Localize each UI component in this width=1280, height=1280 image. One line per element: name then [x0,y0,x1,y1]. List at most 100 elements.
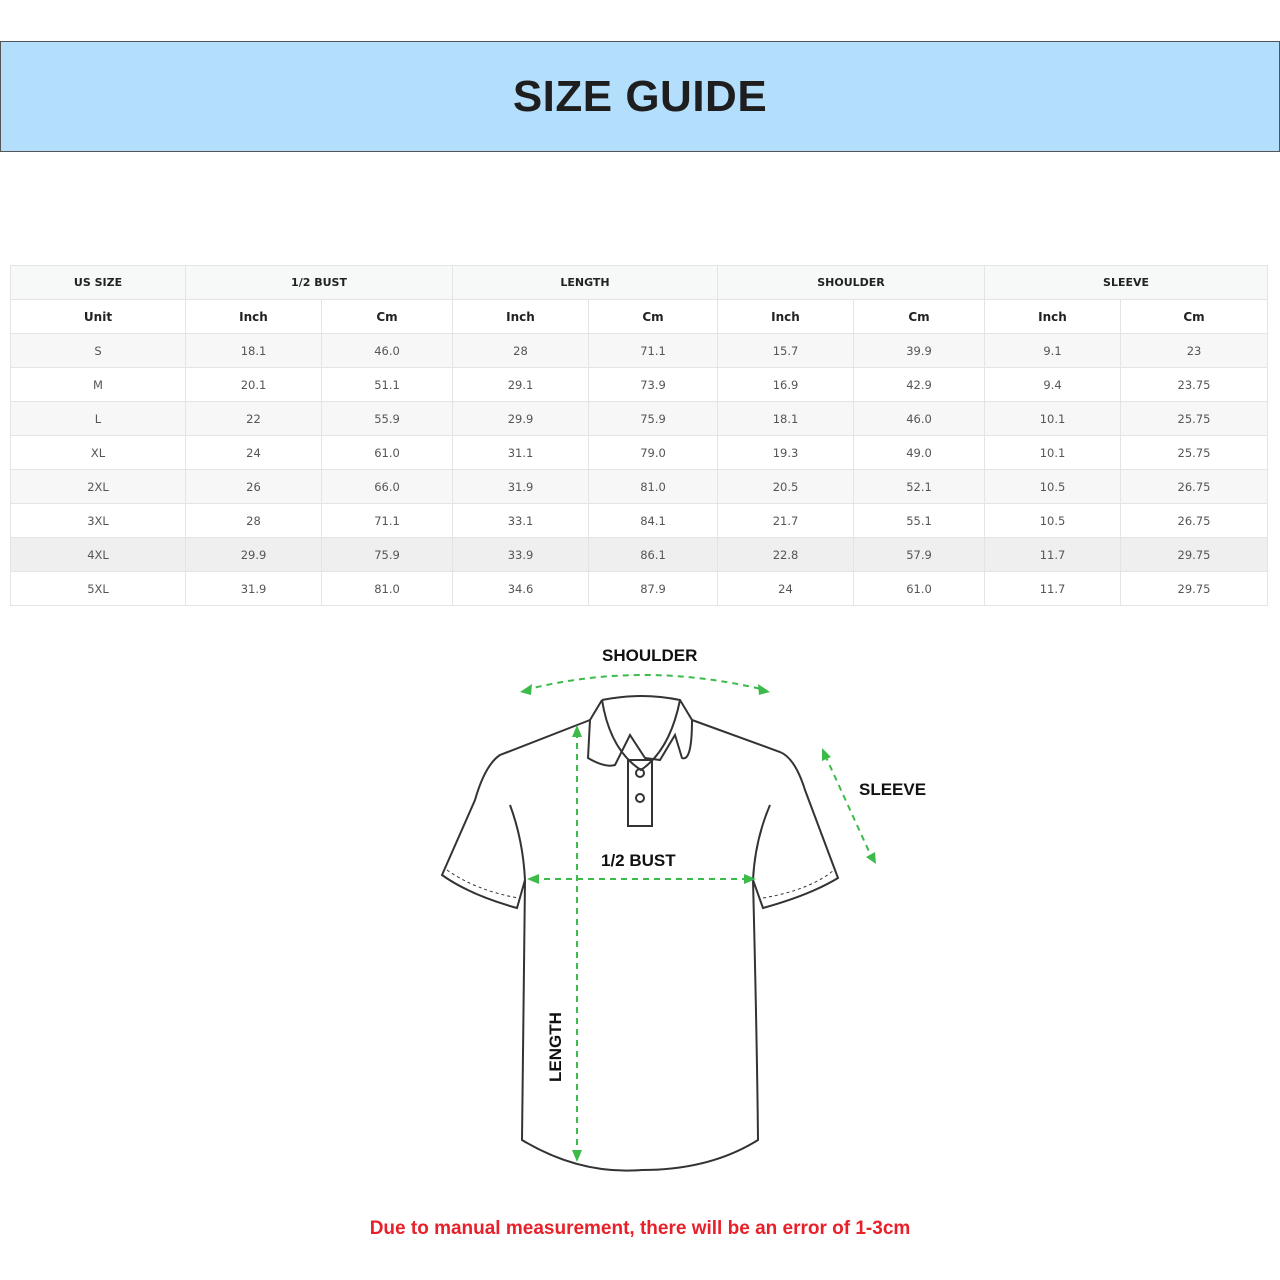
table-row: XL 24 61.0 31.1 79.0 19.3 49.0 10.1 25.75 [10,435,1269,470]
table-row: 2XL 26 66.0 31.9 81.0 20.5 52.1 10.5 26.75 [10,469,1269,504]
value-cell: 33.1 [452,503,589,538]
unit-header-row: Unit Inch Cm Inch Cm Inch Cm Inch Cm [10,299,1269,334]
value-cell: 42.9 [852,367,986,402]
size-cell: 2XL [10,469,186,504]
group-header-row: US SIZE 1/2 BUST LENGTH SHOULDER SLEEVE [10,265,1269,300]
value-cell: 10.5 [984,503,1122,538]
unit-header-cell: Inch [452,299,589,334]
label-length: LENGTH [546,1012,565,1082]
value-cell: 29.75 [1120,537,1269,572]
value-cell: 51.1 [321,367,453,402]
unit-header-cell: Inch [717,299,854,334]
header-length: LENGTH [452,265,718,300]
table-row: 4XL 29.9 75.9 33.9 86.1 22.8 57.9 11.7 29.75 [10,537,1269,572]
value-cell: 46.0 [852,401,986,436]
label-shoulder: SHOULDER [602,646,698,665]
value-cell: 16.9 [717,367,854,402]
header-sleeve: SLEEVE [984,265,1269,300]
value-cell: 86.1 [588,537,718,572]
value-cell: 29.1 [452,367,589,402]
unit-header-cell: Cm [588,299,718,334]
size-cell: L [10,401,186,436]
value-cell: 26.75 [1120,469,1269,504]
title-banner: SIZE GUIDE [0,41,1280,152]
table-row: L 22 55.9 29.9 75.9 18.1 46.0 10.1 25.75 [10,401,1269,436]
size-cell: XL [10,435,186,470]
size-cell: M [10,367,186,402]
label-bust: 1/2 BUST [601,851,676,870]
value-cell: 21.7 [717,503,854,538]
unit-header-cell: Inch [185,299,322,334]
size-table: US SIZE 1/2 BUST LENGTH SHOULDER SLEEVE … [10,265,1269,606]
unit-header-cell: Cm [321,299,453,334]
value-cell: 71.1 [321,503,453,538]
value-cell: 19.3 [717,435,854,470]
header-us-size: US SIZE [10,265,186,300]
value-cell: 55.9 [321,401,453,436]
value-cell: 61.0 [321,435,453,470]
value-cell: 75.9 [588,401,718,436]
measurement-note: Due to manual measurement, there will be… [369,1218,911,1239]
value-cell: 79.0 [588,435,718,470]
value-cell: 33.9 [452,537,589,572]
value-cell: 55.1 [852,503,986,538]
value-cell: 9.4 [984,367,1122,402]
header-shoulder: SHOULDER [716,265,986,300]
value-cell: 73.9 [588,367,718,402]
size-cell: 5XL [10,571,186,606]
unit-header-cell: Unit [10,299,186,334]
value-cell: 11.7 [984,537,1122,572]
unit-header-cell: Cm [852,299,986,334]
value-cell: 31.9 [185,571,322,606]
value-cell: 28 [185,503,322,538]
value-cell: 22.8 [717,537,854,572]
header-bust: 1/2 BUST [185,265,453,300]
value-cell: 9.1 [984,333,1122,368]
value-cell: 81.0 [321,571,453,606]
value-cell: 31.9 [452,469,589,504]
value-cell: 10.1 [984,435,1122,470]
value-cell: 18.1 [185,333,322,368]
label-sleeve: SLEEVE [859,780,927,799]
value-cell: 71.1 [588,333,718,368]
value-cell: 23.75 [1120,367,1269,402]
size-cell: S [10,333,186,368]
value-cell: 49.0 [852,435,986,470]
value-cell: 25.75 [1120,435,1269,470]
value-cell: 23 [1120,333,1269,368]
unit-header-cell: Inch [984,299,1122,334]
value-cell: 39.9 [852,333,986,368]
value-cell: 10.5 [984,469,1122,504]
value-cell: 10.1 [984,401,1122,436]
value-cell: 29.9 [185,537,322,572]
value-cell: 57.9 [852,537,986,572]
value-cell: 11.7 [984,571,1122,606]
value-cell: 81.0 [588,469,718,504]
value-cell: 25.75 [1120,401,1269,436]
value-cell: 24 [717,571,854,606]
value-cell: 66.0 [321,469,453,504]
value-cell: 84.1 [588,503,718,538]
table-row: 5XL 31.9 81.0 34.6 87.9 24 61.0 11.7 29.75 [10,571,1269,606]
polo-shirt-illustration [440,674,876,1172]
table-row: M 20.1 51.1 29.1 73.9 16.9 42.9 9.4 23.75 [10,367,1269,402]
value-cell: 26.75 [1120,503,1269,538]
unit-header-cell: Cm [1120,299,1269,334]
table-row: 3XL 28 71.1 33.1 84.1 21.7 55.1 10.5 26.75 [10,503,1269,538]
value-cell: 18.1 [717,401,854,436]
value-cell: 24 [185,435,322,470]
value-cell: 20.5 [717,469,854,504]
value-cell: 46.0 [321,333,453,368]
value-cell: 29.9 [452,401,589,436]
value-cell: 34.6 [452,571,589,606]
table-row: S 18.1 46.0 28 71.1 15.7 39.9 9.1 23 [10,333,1269,368]
value-cell: 20.1 [185,367,322,402]
value-cell: 26 [185,469,322,504]
size-cell: 3XL [10,503,186,538]
value-cell: 87.9 [588,571,718,606]
size-cell: 4XL [10,537,186,572]
value-cell: 29.75 [1120,571,1269,606]
value-cell: 31.1 [452,435,589,470]
value-cell: 28 [452,333,589,368]
value-cell: 22 [185,401,322,436]
